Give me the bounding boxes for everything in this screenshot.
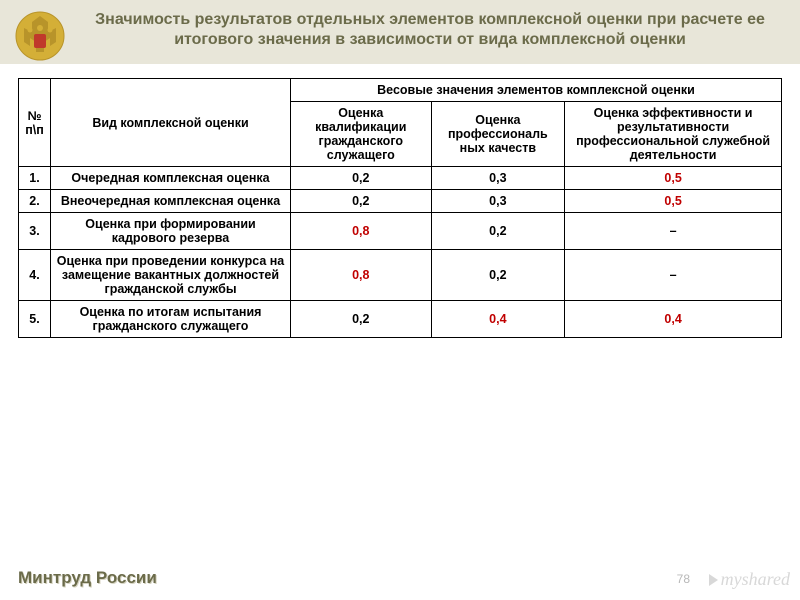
header-band: Значимость результатов отдельных элемент…: [0, 0, 800, 64]
table-cell: –: [565, 213, 782, 250]
content: № п\п Вид комплексной оценки Весовые зна…: [0, 64, 800, 338]
table-row: 2.Внеочередная комплексная оценка0,20,30…: [19, 190, 782, 213]
col-c3-header: Оценка эффективности и результативности …: [565, 102, 782, 167]
table-cell: 0,4: [565, 301, 782, 338]
footer-org: Минтруд России: [18, 568, 157, 588]
col-group-header: Весовые значения элементов комплексной о…: [291, 79, 782, 102]
table-cell: Оценка при проведении конкурса на замеще…: [51, 250, 291, 301]
table-row: 1.Очередная комплексная оценка0,20,30,5: [19, 167, 782, 190]
watermark: myshared: [709, 569, 790, 590]
table-cell: 0,5: [565, 190, 782, 213]
page-title: Значимость результатов отдельных элемент…: [80, 10, 780, 50]
table-cell: 0,2: [291, 190, 432, 213]
table-cell: 0,2: [291, 167, 432, 190]
table-cell: 0,3: [431, 190, 565, 213]
table-cell: 0,5: [565, 167, 782, 190]
play-icon: [709, 574, 718, 586]
weights-table: № п\п Вид комплексной оценки Весовые зна…: [18, 78, 782, 338]
col-c1-header: Оценка квалификации гражданского служаще…: [291, 102, 432, 167]
table-cell: Оценка при формировании кадрового резерв…: [51, 213, 291, 250]
table-row: 3.Оценка при формировании кадрового резе…: [19, 213, 782, 250]
table-row: 4.Оценка при проведении конкурса на заме…: [19, 250, 782, 301]
table-cell: 4.: [19, 250, 51, 301]
table-cell: 0,8: [291, 213, 432, 250]
table-cell: 0,2: [291, 301, 432, 338]
table-cell: Внеочередная комплексная оценка: [51, 190, 291, 213]
table-cell: Оценка по итогам испытания гражданского …: [51, 301, 291, 338]
col-c2-header: Оценка профессиональ ных качеств: [431, 102, 565, 167]
table-cell: 0,2: [431, 250, 565, 301]
col-type-header: Вид комплексной оценки: [51, 79, 291, 167]
page-number: 78: [677, 572, 690, 586]
table-cell: 1.: [19, 167, 51, 190]
table-cell: 0,8: [291, 250, 432, 301]
table-cell: 5.: [19, 301, 51, 338]
table-cell: Очередная комплексная оценка: [51, 167, 291, 190]
table-cell: 3.: [19, 213, 51, 250]
table-row: 5.Оценка по итогам испытания гражданског…: [19, 301, 782, 338]
table-cell: 0,2: [431, 213, 565, 250]
table-cell: 2.: [19, 190, 51, 213]
table-cell: 0,4: [431, 301, 565, 338]
emblem-icon: [12, 8, 68, 64]
table-cell: –: [565, 250, 782, 301]
table-cell: 0,3: [431, 167, 565, 190]
col-num-header: № п\п: [19, 79, 51, 167]
